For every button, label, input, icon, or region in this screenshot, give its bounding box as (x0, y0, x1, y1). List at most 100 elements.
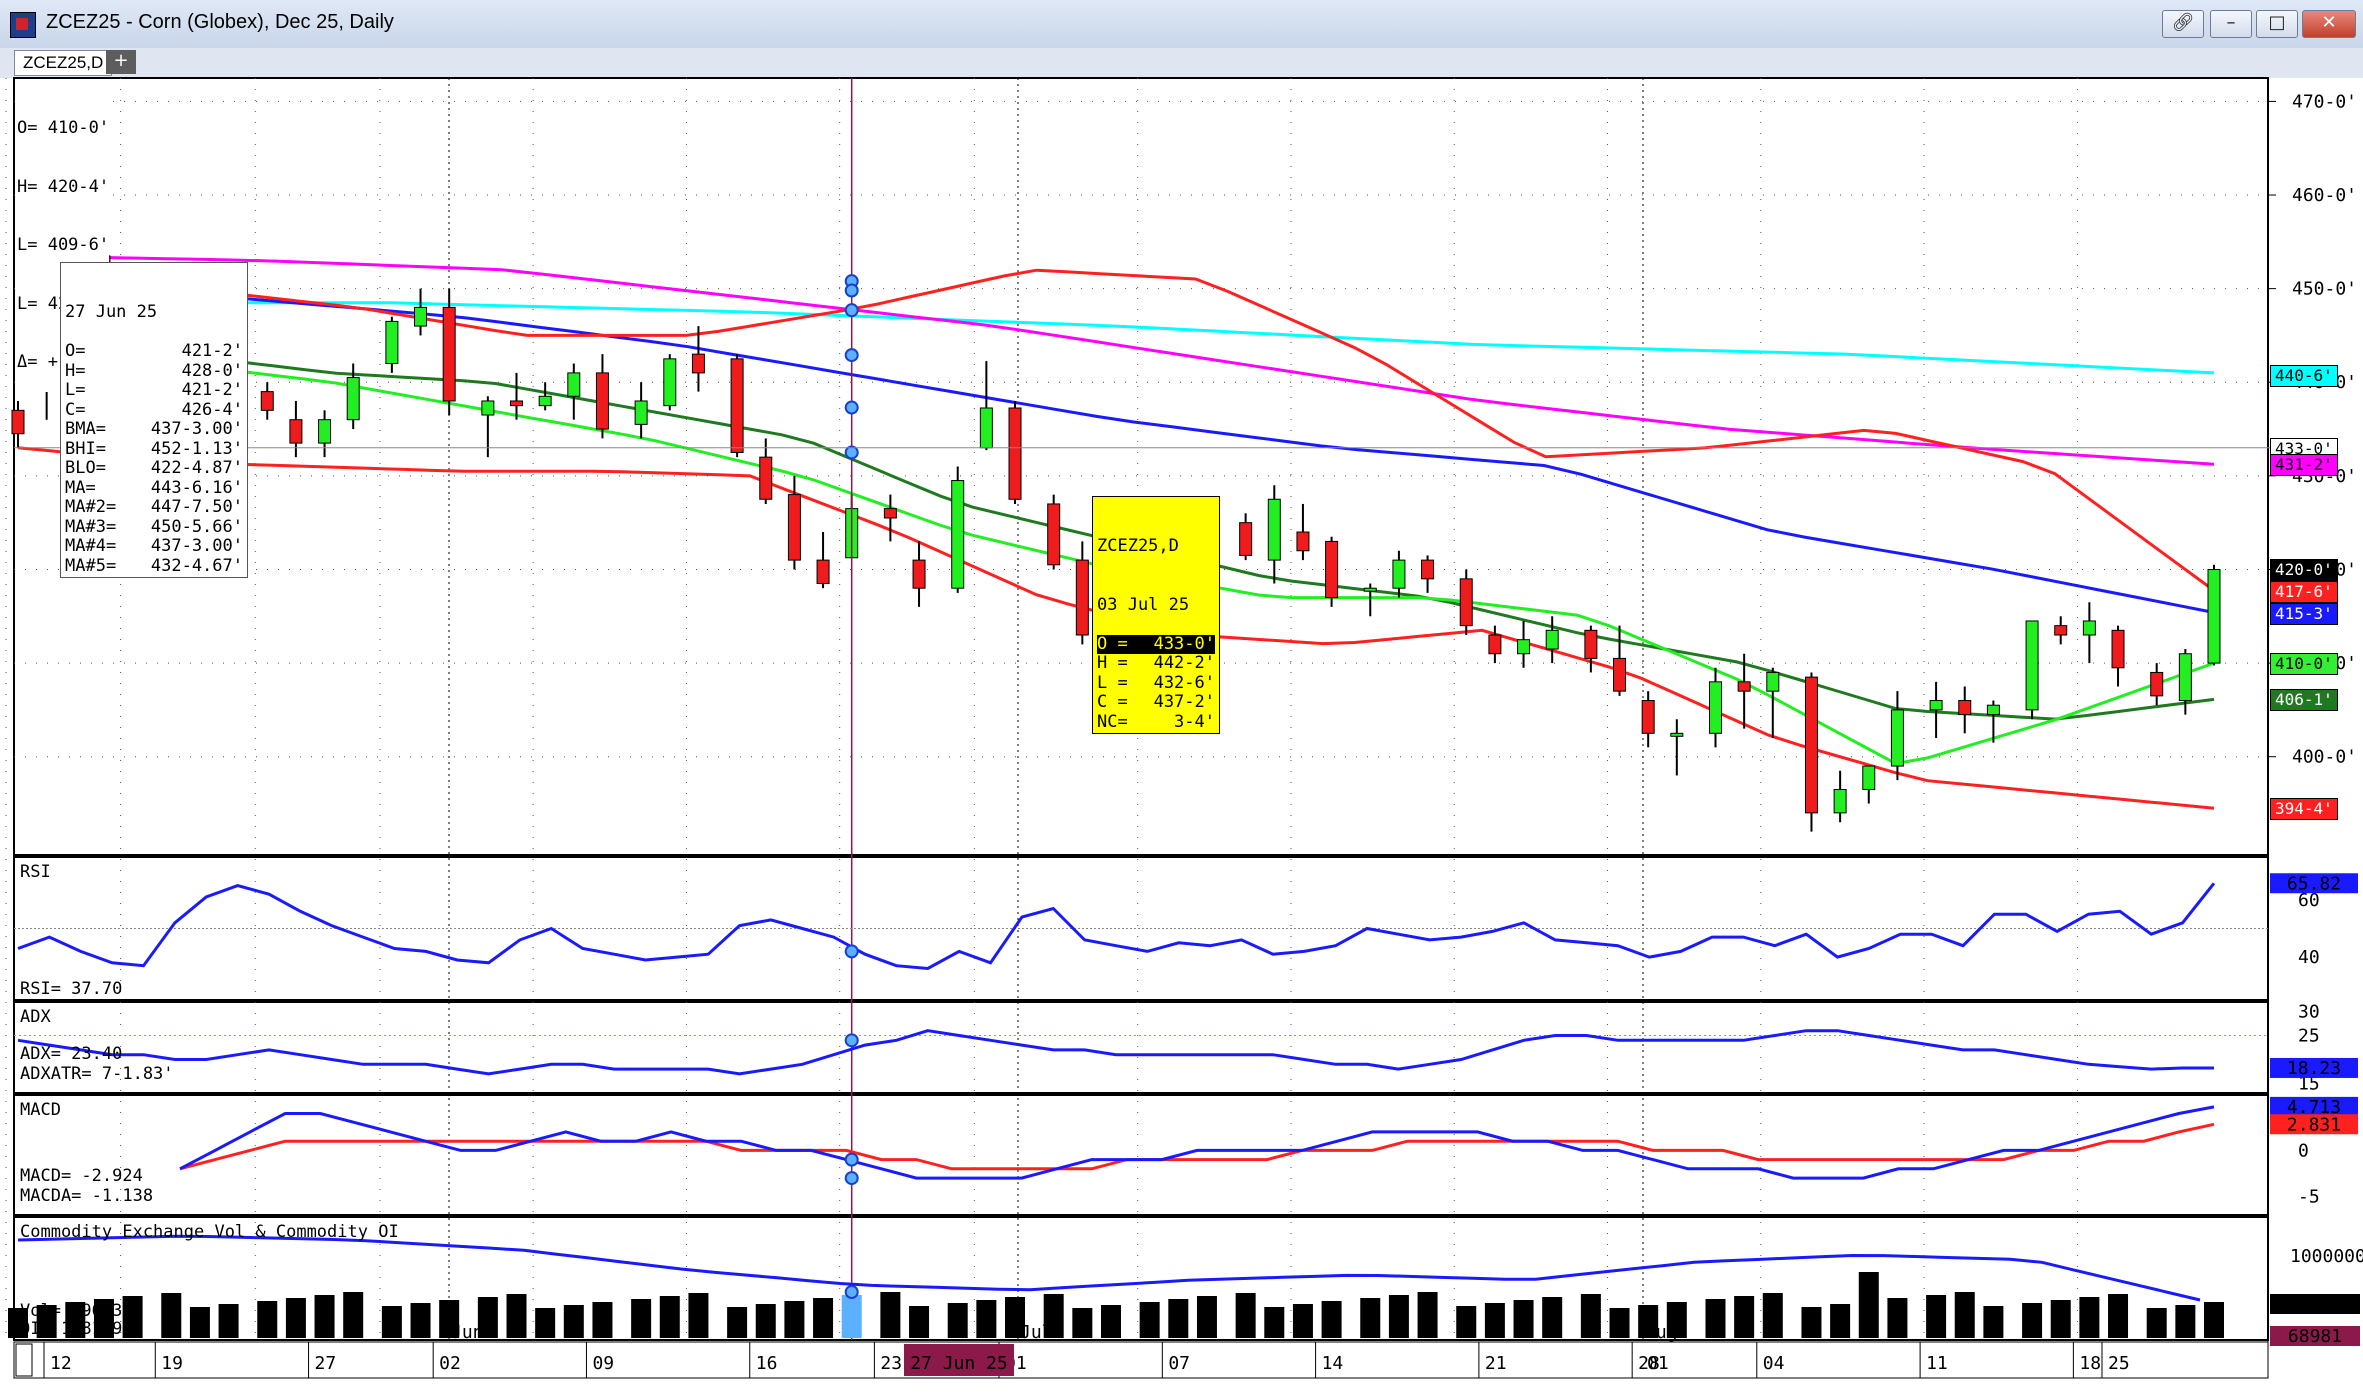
tooltip-key: O = (1097, 633, 1128, 654)
tab-zcez25[interactable]: ZCEZ25,D (14, 50, 113, 76)
cursor-marker-4 (844, 400, 859, 415)
volume-bar-5 (161, 1293, 182, 1338)
bar-tooltip: ZCEZ25,D 03 Jul 25 O = 433-0' H = 442-2' L =… (1092, 496, 1220, 734)
data-window-row: MA#5= 432-4.67' (65, 555, 243, 577)
volume-bar-58 (1830, 1304, 1851, 1338)
macd-tick-0: 0 (2298, 1140, 2309, 1161)
data-window-key: MA#2= (65, 497, 117, 517)
volume-bar-45 (1417, 1292, 1438, 1338)
rsi-readout: RSI= 37.70 (20, 979, 122, 999)
candle-body-26 (816, 559, 830, 585)
tooltip-row: O = 433-0' (1097, 633, 1215, 654)
volume-bar-1 (36, 1305, 57, 1338)
macd-value-box (2270, 1096, 2358, 1117)
candle-body-48 (1517, 639, 1531, 655)
volume-bar-28 (880, 1292, 901, 1338)
price-tick-label-7: 400-0' (2292, 747, 2357, 768)
volume-bar-26 (813, 1298, 834, 1338)
minimize-button[interactable]: – (2210, 10, 2252, 38)
adx-value-box (2270, 1057, 2358, 1078)
date-label-10: 21 (1485, 1353, 1507, 1374)
tooltip-value: 437-2' (1153, 692, 1215, 712)
data-window-key: L= (65, 380, 86, 400)
candle-body-43 (1363, 587, 1377, 592)
aug-day-label: 01 (1647, 1353, 1669, 1374)
macd-cursor-marker-1 (844, 1152, 859, 1167)
candle-body-39 (1239, 522, 1253, 556)
date-label-11: 28 (1638, 1353, 1660, 1374)
candle-body-56 (1766, 671, 1780, 692)
candle-body-20 (634, 400, 648, 425)
candle-body-14 (442, 306, 456, 402)
volume-bar-49 (1542, 1297, 1563, 1338)
adx-cursor-marker (844, 1033, 859, 1048)
volume-bar-22 (688, 1293, 709, 1338)
volume-bar-55 (1734, 1296, 1755, 1338)
macd-title: MACD (20, 1100, 61, 1120)
candle-body-21 (663, 358, 677, 407)
candle-body-28 (883, 508, 897, 519)
macda-value-label: 2.831 (2287, 1114, 2341, 1135)
candle-body-55 (1737, 681, 1751, 692)
close-button[interactable]: ✕ (2302, 10, 2356, 38)
volume-bar-44 (1388, 1295, 1409, 1338)
price-label-7: 406-1' (2270, 689, 2338, 712)
vol-value-box (2270, 1326, 2360, 1346)
ohlc-open: O= 410-0' (17, 118, 110, 138)
volume-bar-59 (1858, 1272, 1879, 1338)
candle-body-29 (912, 559, 926, 589)
price-label-0: 440-6' (2270, 365, 2338, 388)
volume-bar-7 (218, 1304, 239, 1338)
candle-body-46 (1459, 578, 1473, 627)
link-icon[interactable]: 🔗︎ (2162, 10, 2204, 38)
month-label-1: Jul (1020, 1322, 1053, 1343)
volume-bar-6 (189, 1307, 210, 1338)
price-label-4: 417-6' (2270, 580, 2338, 603)
macd-readout-2: MACDA= -1.138 (20, 1186, 153, 1206)
tooltip-key: H = (1097, 653, 1128, 673)
volume-bar-30 (947, 1303, 968, 1338)
price-label-8: 394-4' (2270, 798, 2338, 821)
ma-blue-line (17, 277, 2215, 614)
tooltip-key: NC= (1097, 711, 1128, 732)
volume-bar-27 (841, 1295, 862, 1338)
vol-value-label: 68981 (2288, 1326, 2342, 1347)
data-window-row: MA#3= 450-5.66' (65, 517, 243, 538)
volume-cursor-marker (844, 1285, 859, 1299)
candle-body-61 (1929, 700, 1943, 711)
band-upper-line (17, 268, 2215, 592)
rsi-panel (13, 856, 2269, 1001)
maximize-button[interactable]: □ (2256, 10, 2298, 38)
volume-bar-56 (1762, 1293, 1783, 1338)
volume-bar-63 (1983, 1306, 2004, 1338)
adx-tick-30: 30 (2298, 1002, 2320, 1023)
data-window-value: 432-4.67' (150, 555, 243, 576)
scroll-handle (15, 1343, 33, 1377)
volume-bar-38 (1196, 1296, 1217, 1338)
date-label-3: 02 (439, 1353, 461, 1374)
add-tab-button[interactable]: + (106, 50, 136, 74)
rsi-tick-60: 60 (2298, 890, 2320, 911)
candle-body-60 (1890, 709, 1904, 767)
volume-bar-21 (659, 1296, 680, 1338)
candle-body-34 (1075, 559, 1089, 636)
tooltip-key: C = (1097, 692, 1128, 712)
price-tick-label-1: 460-0' (2292, 185, 2357, 206)
adx-tick-15: 15 (2298, 1073, 2320, 1094)
candle-body-10 (318, 419, 332, 444)
volume-bar-41 (1292, 1304, 1313, 1338)
volume-bar-2 (65, 1302, 86, 1338)
date-label-1: 19 (161, 1353, 183, 1374)
volume-bar-42 (1321, 1301, 1342, 1338)
cursor-date-box (904, 1344, 1014, 1376)
macd-value-label: 4.713 (2287, 1097, 2341, 1118)
rsi-tick-40: 40 (2298, 947, 2320, 968)
candle-body-9 (289, 419, 303, 444)
candle-body-22 (691, 353, 705, 374)
date-label-0: 12 (50, 1353, 72, 1374)
rsi-title: RSI (20, 862, 51, 882)
volume-bar-46 (1456, 1306, 1477, 1338)
data-window-value: 443-6.16' (150, 477, 243, 498)
candle-body-0 (11, 409, 25, 435)
candle-body-65 (2054, 625, 2068, 636)
